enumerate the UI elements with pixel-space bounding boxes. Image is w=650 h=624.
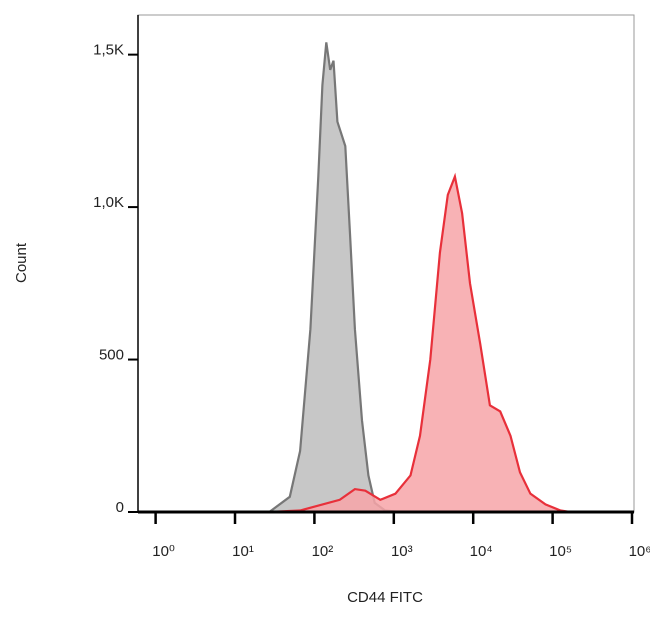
plot-frame xyxy=(137,14,635,513)
x-tick-label: 10⁵ xyxy=(549,543,572,560)
area-line xyxy=(138,172,571,514)
x-tick-label: 10⁶ xyxy=(629,543,650,560)
x-tick-label: 10³ xyxy=(391,543,413,560)
area-fill xyxy=(138,176,571,512)
x-tick-label: 10¹ xyxy=(232,543,254,560)
area-fill xyxy=(138,42,632,513)
y-tick-label: 0 xyxy=(116,499,124,516)
y-tick-label: 500 xyxy=(99,347,124,364)
area-line xyxy=(138,42,632,514)
x-axis-label: CD44 FITC xyxy=(347,589,423,606)
x-tick-label: 10⁴ xyxy=(470,543,493,560)
y-tick-label: 1,0K xyxy=(93,194,124,211)
y-axis-label: Count xyxy=(13,242,30,283)
x-tick-label: 10⁰ xyxy=(152,543,175,560)
y-tick-label: 1,5K xyxy=(93,42,124,59)
x-tick-label: 10² xyxy=(312,543,334,560)
